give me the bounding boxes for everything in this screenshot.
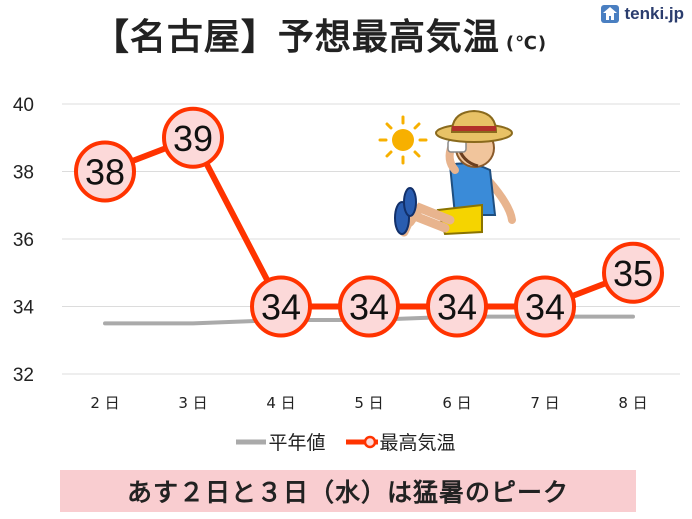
data-point-marker <box>162 106 224 169</box>
y-tick-label: 34 <box>13 298 35 319</box>
data-label: 35 <box>613 253 653 294</box>
legend-forecast-label: 最高気温 <box>379 432 456 454</box>
headline-text: あす２日と３日（水）は猛暑のピーク <box>126 478 569 507</box>
person-in-hat-illustration <box>378 109 516 237</box>
data-point-marker <box>338 275 400 338</box>
data-point-marker <box>74 140 136 203</box>
legend-forecast-swatch <box>345 435 378 448</box>
data-label: 34 <box>437 287 477 328</box>
data-point: 34 <box>514 275 576 338</box>
forecast-series: 38 39 34 34 34 34 35 <box>74 106 664 338</box>
data-label: 38 <box>85 152 125 193</box>
data-point-marker <box>250 275 312 338</box>
y-tick-label: 38 <box>13 163 34 184</box>
x-tick-label: 4 日 <box>266 394 295 412</box>
axis-labels: 32 34 36 38 40 2 日 3 日 4 日 5 日 6 日 7 日 8 日 <box>13 95 648 412</box>
y-tick-label: 40 <box>13 95 34 116</box>
data-point-marker <box>514 275 576 338</box>
y-tick-label: 36 <box>13 230 34 251</box>
person-icon <box>394 109 516 237</box>
y-tick-label: 32 <box>13 365 34 386</box>
data-label: 34 <box>525 287 565 328</box>
brand-name: tenki.jp <box>624 4 684 23</box>
tenki-logo-icon <box>601 5 620 23</box>
brand-logo: tenki.jp <box>600 4 684 24</box>
data-point: 35 <box>602 241 664 304</box>
title-unit: (℃) <box>505 33 548 54</box>
x-tick-label: 2 日 <box>90 394 119 412</box>
legend-normal-swatch <box>236 439 267 444</box>
legend-normal: 平年値 <box>236 428 326 455</box>
legend: 平年値 最高気温 <box>0 428 692 455</box>
data-point: 38 <box>74 140 136 203</box>
x-tick-label: 7 日 <box>530 394 559 412</box>
headline-banner: あす２日と３日（水）は猛暑のピーク <box>60 470 636 512</box>
data-point: 39 <box>162 106 224 169</box>
x-tick-label: 3 日 <box>178 394 207 412</box>
legend-forecast: 最高気温 <box>345 428 456 455</box>
title-text: 【名古屋】予想最高気温 <box>92 17 500 58</box>
data-point: 34 <box>250 275 312 338</box>
data-point-marker <box>602 241 664 304</box>
x-tick-label: 8 日 <box>618 394 647 412</box>
chart-title: 【名古屋】予想最高気温 (℃) <box>0 8 640 60</box>
data-label: 34 <box>261 287 301 328</box>
legend-normal-label: 平年値 <box>268 432 326 454</box>
x-tick-label: 6 日 <box>442 394 471 412</box>
data-point: 34 <box>426 275 488 338</box>
sun-icon <box>378 115 428 165</box>
data-point: 34 <box>338 275 400 338</box>
x-tick-label: 5 日 <box>354 394 383 412</box>
data-label: 34 <box>349 287 389 328</box>
data-label: 39 <box>173 118 213 159</box>
data-point-marker <box>426 275 488 338</box>
